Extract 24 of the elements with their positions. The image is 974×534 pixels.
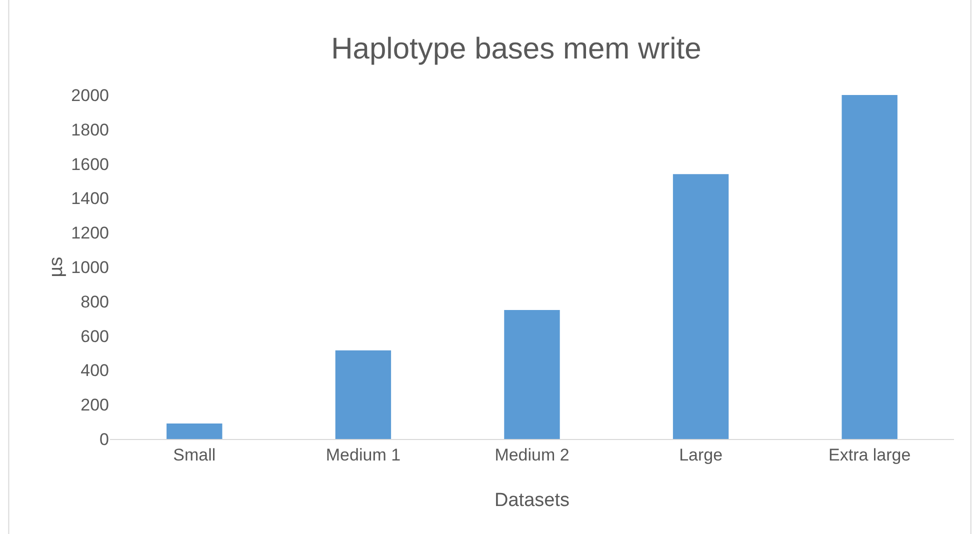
bar [504,310,560,439]
y-tick-label: 2000 [71,86,109,105]
bar [672,174,729,439]
bar [166,424,222,439]
x-tick-label: Medium 1 [326,445,401,464]
y-tick-label: 0 [100,430,109,449]
x-axis-title: Datasets [494,490,570,511]
y-tick-label: 1400 [71,189,109,208]
y-tick-label: 1800 [71,120,109,140]
y-tick-label: 800 [80,292,109,312]
y-tick-label: 1600 [71,154,109,174]
y-tick-label: 600 [80,326,109,346]
y-axis-title: µs [46,256,67,278]
y-tick-label: 1000 [71,258,109,277]
chart-title: Haplotype bases mem write [331,32,702,66]
y-tick-label: 400 [80,361,109,380]
x-tick-label: Medium 2 [494,445,570,464]
y-tick-label: 200 [80,396,109,415]
x-tick-label: Large [679,445,723,464]
x-tick-label: Small [173,445,216,464]
y-tick-label: 1200 [71,224,109,243]
bar [842,95,898,439]
bar [335,350,392,439]
x-tick-label: Extra large [828,445,911,464]
